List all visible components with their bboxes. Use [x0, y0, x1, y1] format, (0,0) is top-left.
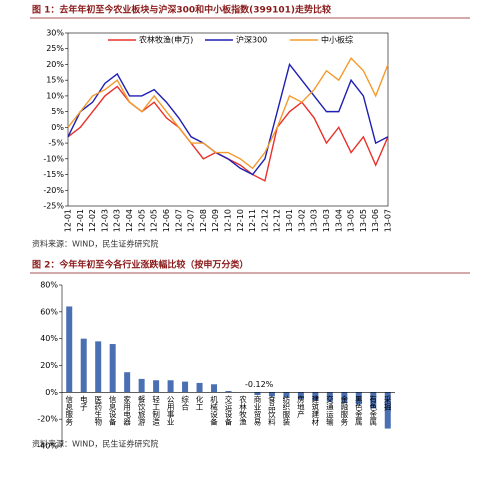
- y-tick-label: 10%: [46, 91, 64, 100]
- x-tick-label: 机械设备: [209, 394, 218, 427]
- y-tick-label: 0%: [51, 123, 64, 132]
- caption: 图 2：今年年初至今各行业涨跌幅比较（按申万分类）: [32, 259, 248, 271]
- x-tick-label: 13-04: [334, 209, 343, 232]
- x-tick-label: 电子: [79, 394, 88, 411]
- y-tick-label: -40%: [37, 442, 58, 451]
- bar: [197, 383, 203, 392]
- x-tick-label: 13-07: [384, 209, 393, 232]
- x-tick-label: 医药生物: [93, 395, 102, 427]
- caption: 图 1：去年年初至今农业板块与沪深300和中小板指数(399101)走势比较: [32, 4, 331, 16]
- value-label: -0.12%: [245, 380, 274, 389]
- y-tick-label: 5%: [51, 107, 64, 116]
- x-tick-label: 信息设备: [108, 394, 117, 427]
- y-tick-label: -20%: [43, 186, 64, 195]
- y-tick-label: 40%: [40, 334, 58, 343]
- x-tick-label: 13-06: [371, 209, 380, 232]
- bar: [95, 341, 101, 392]
- bar: [66, 306, 72, 392]
- y-tick-label: -25%: [43, 202, 64, 211]
- bar: [124, 372, 130, 392]
- y-tick-label: -10%: [43, 154, 64, 163]
- x-tick-label: 12-03: [113, 209, 122, 232]
- x-tick-label: 采掘: [383, 394, 392, 412]
- x-tick-label: 12-02: [88, 209, 97, 232]
- x-tick-label: 食品饮料: [267, 394, 276, 427]
- x-tick-label: 房地产: [296, 394, 305, 419]
- x-tick-label: 12-01: [76, 209, 85, 232]
- y-tick-label: 30%: [46, 29, 64, 38]
- x-tick-label: 金融服务: [340, 394, 349, 427]
- x-tick-label: 13-03: [322, 209, 331, 232]
- x-tick-label: 13-02: [297, 209, 306, 232]
- bar: [182, 382, 188, 393]
- x-tick-label: 公用事业: [166, 395, 175, 425]
- x-tick-label: 12-12: [273, 209, 282, 232]
- y-tick-label: 80%: [40, 281, 58, 290]
- x-tick-label: 13-05: [347, 209, 356, 232]
- x-tick-label: 12-11: [248, 209, 257, 232]
- bar: [168, 380, 174, 392]
- x-tick-label: 交运设备: [224, 394, 233, 427]
- x-tick-label: 综合: [180, 394, 189, 412]
- x-tick-label: 12-05: [137, 209, 146, 232]
- x-tick-label: 12-12: [260, 209, 269, 232]
- bar: [139, 379, 145, 392]
- x-tick-label: 纺织服装: [282, 394, 291, 427]
- x-tick-label: 建筑建材: [311, 394, 320, 426]
- x-tick-label: 交通运输: [325, 394, 334, 427]
- y-tick-label: 20%: [40, 361, 58, 370]
- line-series: [68, 86, 388, 180]
- y-tick-label: -5%: [48, 139, 64, 148]
- x-tick-label: 12-10: [236, 209, 245, 232]
- x-tick-label: 12-08: [199, 209, 208, 232]
- legend-label: 农林牧渔(申万): [139, 35, 193, 45]
- source: 资料来源：WIND，民生证券研究院: [32, 239, 158, 249]
- x-tick-label: 12-06: [162, 209, 171, 232]
- y-tick-label: 15%: [46, 76, 64, 85]
- legend-label: 中小板综: [321, 35, 353, 45]
- y-tick-label: 25%: [46, 44, 64, 53]
- x-tick-label: 农林牧渔: [238, 394, 247, 426]
- bar: [211, 384, 217, 392]
- x-tick-label: 家用电器: [122, 394, 131, 427]
- x-tick-label: 12-04: [125, 209, 134, 232]
- y-tick-label: 20%: [46, 60, 64, 69]
- x-tick-label: 13-05: [359, 209, 368, 232]
- x-tick-label: 12-09: [211, 209, 220, 232]
- y-tick-label: -20%: [37, 415, 58, 424]
- y-tick-label: -15%: [43, 170, 64, 179]
- bar: [153, 380, 159, 392]
- x-tick-label: 12-01: [64, 209, 73, 232]
- x-tick-label: 黑色金属: [354, 395, 363, 427]
- x-tick-label: 13-03: [310, 209, 319, 232]
- bar: [81, 339, 87, 393]
- x-tick-label: 12-07: [187, 209, 196, 232]
- x-tick-label: 12-05: [150, 209, 159, 232]
- plot-frame: [68, 33, 388, 206]
- x-tick-label: 有色金属: [369, 394, 378, 427]
- x-tick-label: 轻工制造: [151, 394, 160, 427]
- legend-label: 沪深300: [236, 35, 267, 45]
- x-tick-label: 12-03: [100, 209, 109, 232]
- bar: [110, 344, 116, 392]
- x-tick-label: 商业贸易: [253, 394, 262, 427]
- x-tick-label: 13-01: [285, 209, 294, 232]
- x-tick-label: 12-07: [174, 209, 183, 232]
- x-tick-label: 12-10: [224, 209, 233, 232]
- x-tick-label: 信息服务: [64, 394, 73, 427]
- y-tick-label: 0%: [45, 388, 58, 397]
- x-tick-label: 化工: [195, 394, 204, 411]
- y-tick-label: 60%: [40, 307, 58, 316]
- x-tick-label: 餐饮旅游: [137, 395, 146, 427]
